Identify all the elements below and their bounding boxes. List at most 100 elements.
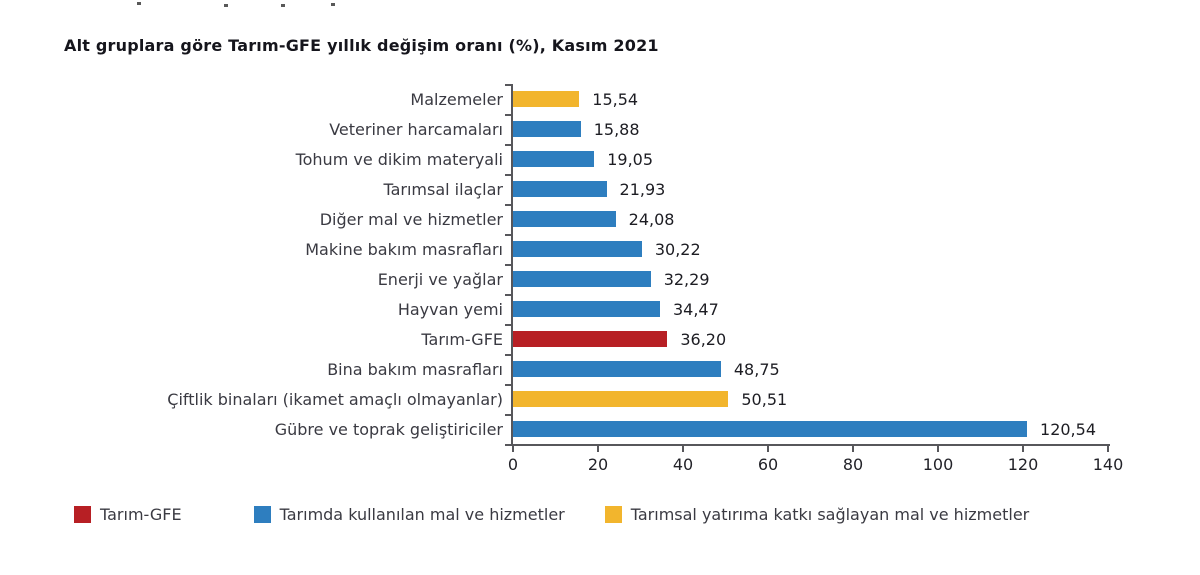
category-label: Hayvan yemi — [397, 299, 503, 319]
category-label: Tohum ve dikim materyali — [295, 149, 503, 169]
bar-value-label: 120,54 — [1040, 419, 1096, 439]
crop-artifact — [137, 2, 141, 5]
legend-item-goods: Tarımda kullanılan mal ve hizmetler — [253, 505, 565, 524]
bar-track: 15,54 — [513, 84, 1110, 114]
bar-goods — [513, 211, 616, 227]
chart-row: Enerji ve yağlar 32,29 — [65, 264, 1111, 294]
bar-track: 21,93 — [513, 174, 1110, 204]
bar-goods — [513, 151, 595, 167]
x-axis-tick — [512, 446, 514, 452]
x-axis: 0 20 40 60 80 100 120 140 — [508, 446, 1123, 476]
y-axis-tick — [505, 234, 511, 236]
x-axis-tick-label: 0 — [507, 455, 519, 474]
y-axis-tick — [505, 144, 511, 146]
chart-row: Tarım-GFE 36,20 — [65, 324, 1111, 354]
bar-value-label: 15,88 — [593, 119, 640, 139]
category-label: Tarım-GFE — [421, 329, 503, 349]
x-axis-tick-label: 80 — [842, 455, 864, 474]
bar-investment — [513, 91, 580, 107]
y-axis-line — [511, 84, 513, 446]
x-axis-tick-label: 20 — [587, 455, 609, 474]
bar-goods — [513, 271, 651, 287]
chart-row: Diğer mal ve hizmetler 24,08 — [65, 204, 1111, 234]
bar-track: 36,20 — [513, 324, 1110, 354]
legend-label: Tarımda kullanılan mal ve hizmetler — [279, 505, 565, 524]
chart-title: Alt gruplara göre Tarım-GFE yıllık değiş… — [64, 36, 659, 55]
category-label: Veteriner harcamaları — [329, 119, 503, 139]
chart-row: Hayvan yemi 34,47 — [65, 294, 1111, 324]
x-axis-tick-label: 140 — [1092, 455, 1124, 474]
y-axis-tick — [505, 84, 511, 86]
bar-track: 24,08 — [513, 204, 1110, 234]
x-axis-tick — [597, 446, 599, 452]
x-axis-tick — [1107, 446, 1109, 452]
bar-track: 50,51 — [513, 384, 1110, 414]
bar-track: 30,22 — [513, 234, 1110, 264]
bar-value-label: 21,93 — [619, 179, 666, 199]
chart-row: Tohum ve dikim materyali 19,05 — [65, 144, 1111, 174]
bar-value-label: 36,20 — [680, 329, 727, 349]
chart-rows: Malzemeler 15,54 Veteriner harcamaları 15,8… — [65, 84, 1111, 446]
chart-row: Malzemeler 15,54 — [65, 84, 1111, 114]
category-label: Malzemeler — [410, 89, 503, 109]
y-axis-tick — [505, 114, 511, 116]
chart-row: Gübre ve toprak geliştiriciler 120,54 — [65, 414, 1111, 444]
bar-gfe — [513, 331, 668, 347]
legend-swatch-gfe — [74, 506, 91, 523]
bar-goods — [513, 301, 660, 317]
legend-label: Tarımsal yatırıma katkı sağlayan mal ve … — [630, 505, 1030, 524]
chart-row: Makine bakım masrafları 30,22 — [65, 234, 1111, 264]
bar-track: 19,05 — [513, 144, 1110, 174]
bar-value-label: 15,54 — [592, 89, 639, 109]
x-axis-tick-label: 100 — [922, 455, 954, 474]
y-axis-tick — [505, 324, 511, 326]
bar-investment — [513, 391, 729, 407]
chart-row: Veteriner harcamaları 15,88 — [65, 114, 1111, 144]
bar-track: 48,75 — [513, 354, 1110, 384]
y-axis-tick — [505, 384, 511, 386]
legend-swatch-investment — [604, 506, 622, 523]
category-label: Diğer mal ve hizmetler — [319, 209, 503, 229]
x-axis-tick — [682, 446, 684, 452]
chart-row: Tarımsal ilaçlar 21,93 — [65, 174, 1111, 204]
bar-goods — [513, 181, 607, 197]
y-axis-tick — [505, 174, 511, 176]
x-axis-line — [511, 444, 1110, 446]
chart-row: Bina bakım masrafları 48,75 — [65, 354, 1111, 384]
category-label: Enerji ve yağlar — [377, 269, 503, 289]
y-axis-tick — [505, 354, 511, 356]
bar-chart: Malzemeler 15,54 Veteriner harcamaları 15,8… — [65, 84, 1123, 476]
bar-value-label: 48,75 — [733, 359, 780, 379]
bar-value-label: 32,29 — [663, 269, 710, 289]
bar-value-label: 24,08 — [628, 209, 675, 229]
bar-value-label: 50,51 — [741, 389, 788, 409]
bar-value-label: 19,05 — [607, 149, 654, 169]
bar-goods — [513, 121, 581, 137]
bar-goods — [513, 421, 1028, 437]
x-axis-tick — [937, 446, 939, 452]
legend-item-investment: Tarımsal yatırıma katkı sağlayan mal ve … — [604, 505, 1030, 524]
category-label: Bina bakım masrafları — [327, 359, 503, 379]
category-label: Tarımsal ilaçlar — [383, 179, 503, 199]
y-axis-tick — [505, 264, 511, 266]
bar-track: 34,47 — [513, 294, 1110, 324]
x-axis-tick-label: 60 — [757, 455, 779, 474]
x-axis-tick-label: 40 — [672, 455, 694, 474]
y-axis-tick — [505, 414, 511, 416]
bar-value-label: 34,47 — [672, 299, 719, 319]
legend-label: Tarım-GFE — [100, 505, 182, 524]
category-label: Çiftlik binaları (ikamet amaçlı olmayanl… — [167, 389, 503, 409]
bar-value-label: 30,22 — [654, 239, 701, 259]
bar-goods — [513, 361, 721, 377]
category-label: Gübre ve toprak geliştiriciler — [274, 419, 503, 439]
bar-track: 32,29 — [513, 264, 1110, 294]
crop-artifact — [281, 4, 285, 7]
chart-legend: Tarım-GFE Tarımda kullanılan mal ve hizme… — [74, 505, 1029, 524]
x-axis-tick — [852, 446, 854, 452]
legend-swatch-goods — [253, 506, 271, 523]
x-axis-tick — [767, 446, 769, 452]
y-axis-tick — [505, 294, 511, 296]
chart-row: Çiftlik binaları (ikamet amaçlı olmayanl… — [65, 384, 1111, 414]
legend-item-gfe: Tarım-GFE — [74, 505, 182, 524]
